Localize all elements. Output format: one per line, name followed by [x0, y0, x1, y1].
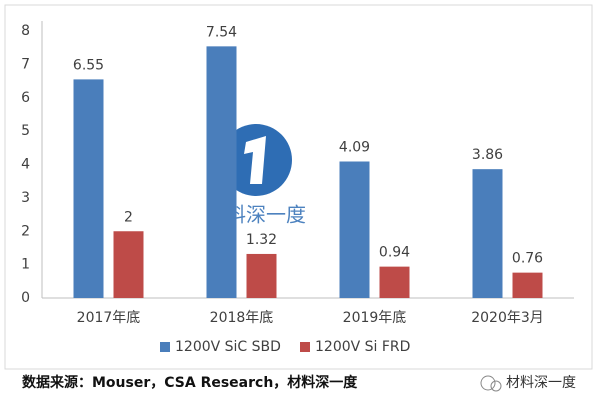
legend-label: 1200V Si FRD — [315, 339, 410, 355]
x-tick-label: 2019年底 — [343, 310, 407, 326]
y-tick-label: 4 — [21, 157, 30, 173]
bar — [339, 161, 370, 298]
bar — [379, 266, 410, 298]
legend-swatch — [300, 342, 310, 352]
data-label: 4.09 — [339, 139, 370, 155]
data-label: 1.32 — [246, 232, 277, 248]
y-tick-label: 0 — [21, 290, 30, 306]
bar — [246, 253, 277, 298]
bar — [113, 231, 144, 298]
y-tick-label: 1 — [21, 257, 30, 273]
legend-label: 1200V SiC SBD — [175, 339, 281, 355]
chart-frame — [4, 4, 593, 370]
data-label: 7.54 — [206, 24, 237, 40]
x-tick-label: 2020年3月 — [471, 310, 544, 326]
y-tick-label: 2 — [21, 223, 30, 239]
data-label: 0.94 — [379, 245, 410, 261]
wechat-icon — [480, 375, 496, 391]
y-tick-label: 3 — [21, 190, 30, 206]
bar — [512, 272, 543, 298]
watermark-logo — [220, 124, 292, 196]
bar — [206, 46, 237, 298]
data-label: 3.86 — [472, 147, 503, 163]
bar — [472, 169, 503, 298]
y-tick-label: 6 — [21, 90, 30, 106]
y-tick-label: 7 — [21, 56, 30, 72]
x-tick-label: 2017年底 — [77, 310, 141, 326]
logo-glyph — [244, 136, 266, 184]
y-tick-label: 5 — [21, 123, 30, 139]
data-label: 6.55 — [73, 57, 104, 73]
y-tick-label: 8 — [21, 23, 30, 39]
footer-account: 材料深一度 — [480, 375, 576, 392]
account-name: 材料深一度 — [506, 375, 576, 391]
x-tick-label: 2018年底 — [210, 310, 274, 326]
data-label: 0.76 — [512, 251, 543, 267]
wechat-icon — [490, 380, 502, 392]
data-label: 2 — [124, 209, 133, 225]
source-text: 数据来源：Mouser，CSA Research，材料深一度 — [22, 374, 358, 391]
legend-swatch — [160, 342, 170, 352]
bar — [73, 79, 104, 298]
